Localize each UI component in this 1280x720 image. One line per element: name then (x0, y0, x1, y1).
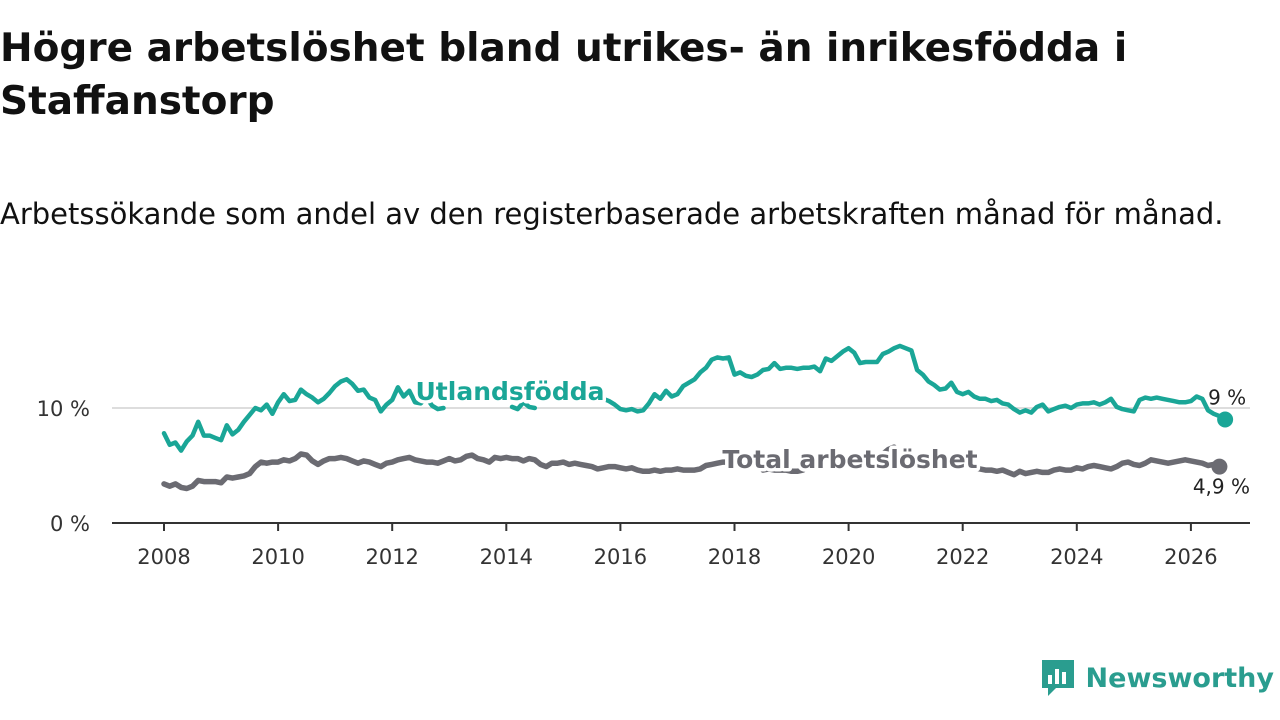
x-tick-label: 2026 (1164, 545, 1217, 569)
series-line-total-segment-1 (760, 466, 806, 475)
newsworthy-logo-icon (1041, 660, 1074, 696)
series-line-total-segment-2 (868, 444, 897, 463)
x-tick-label: 2010 (251, 545, 304, 569)
series-line-total-segment-0 (161, 451, 732, 492)
axis-layer: 0 % 10 % 2008 2010 2012 2014 2016 2018 2020 2022 2… (37, 397, 1250, 569)
y-tick-label: 10 % (37, 397, 90, 421)
x-tick-label: 2022 (936, 545, 989, 569)
end-label-utlandsfodda: 9 % (1208, 386, 1246, 410)
chart-subtitle: Arbetssökande som andel av den registerb… (0, 197, 1224, 231)
series-line-total-segment-3 (971, 457, 1223, 478)
newsworthy-logo-text: Newsworthy (1085, 662, 1274, 694)
end-label-total: 4,9 % (1193, 475, 1250, 499)
chart-title: Högre arbetslöshet bland utrikes- än inr… (0, 26, 1128, 124)
series-line-utlandsfodda-segment-2 (601, 343, 1228, 422)
end-point-utlandsfodda (1217, 411, 1234, 428)
x-tick-label: 2016 (594, 545, 647, 569)
x-tick-label: 2020 (822, 545, 875, 569)
series-layer (161, 343, 1234, 492)
label-layer: Utlandsfödda Total arbetslöshet 9 % 4,9 % (412, 374, 1250, 499)
y-tick-label: 0 % (50, 512, 90, 536)
series-label-total: Total arbetslöshet (722, 445, 977, 474)
x-tick-label: 2018 (708, 545, 761, 569)
x-tick-label: 2024 (1050, 545, 1103, 569)
end-point-total (1211, 458, 1228, 475)
x-tick-label: 2008 (137, 545, 190, 569)
newsworthy-logo: Newsworthy (1040, 658, 1274, 698)
x-tick-label: 2012 (365, 545, 418, 569)
series-line-utlandsfodda-segment-1 (509, 400, 538, 412)
x-tick-label: 2014 (480, 545, 533, 569)
series-label-utlandsfodda: Utlandsfödda (416, 377, 605, 406)
series-line-utlandsfodda-segment-0 (161, 377, 446, 453)
